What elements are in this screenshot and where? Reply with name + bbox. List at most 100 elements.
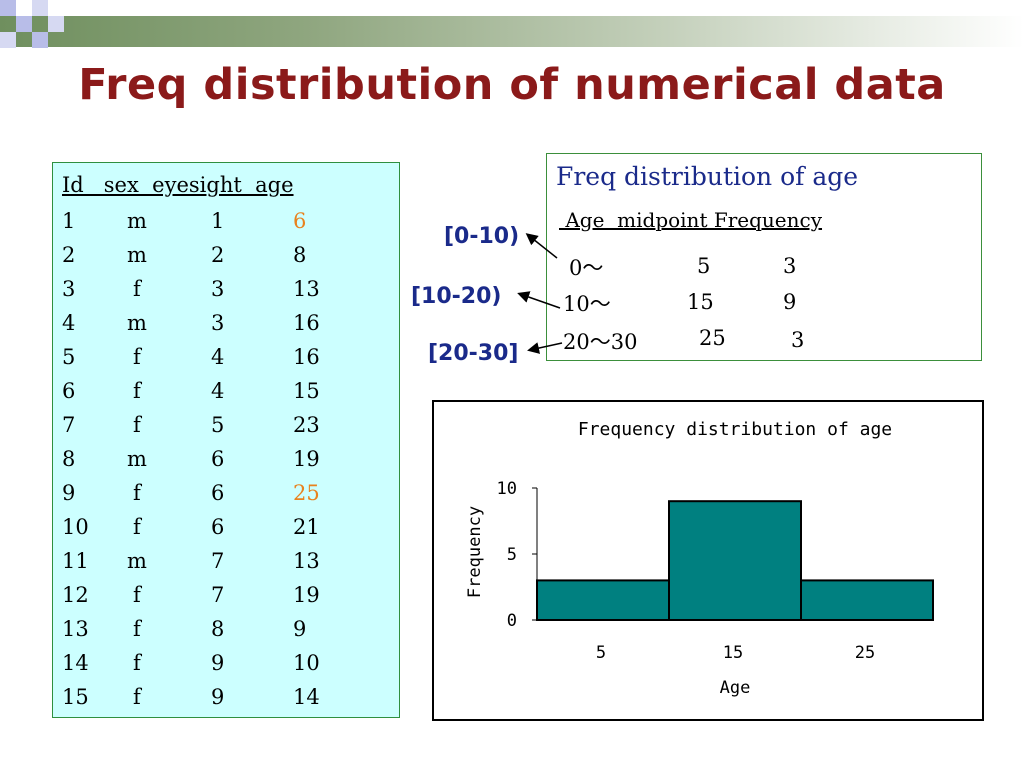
- freq-distribution-box: Freq distribution of age Age midpoint Fr…: [546, 153, 982, 361]
- table-cell-sex: f: [133, 481, 141, 505]
- header-gradient-bar: [0, 16, 1024, 47]
- table-cell-age: 10: [293, 651, 320, 675]
- interval-label-20-30: [20-30]: [428, 341, 519, 366]
- table-cell-sex: f: [133, 277, 141, 301]
- chart-svg: Frequency distribution of age Frequency …: [465, 419, 934, 698]
- table-cell-age: 23: [293, 413, 320, 437]
- table-cell-id: 11: [62, 549, 89, 573]
- table-cell-sex: f: [133, 515, 141, 539]
- table-cell-id: 12: [62, 583, 89, 607]
- decor-square: [0, 32, 16, 48]
- table-cell-eyesight: 6: [211, 447, 225, 471]
- data-table: Id sex eyesight age 1 m 1 6 2 m 2 8 3 f 3 13 4 m 3 16 5 f…: [52, 162, 400, 718]
- table-cell-eyesight: 8: [211, 617, 225, 641]
- table-cell-sex: m: [127, 549, 147, 573]
- table-cell-id: 8: [62, 447, 76, 471]
- chart-y-tick-label: 5: [507, 545, 517, 565]
- table-cell-id: 14: [62, 651, 89, 675]
- table-cell-eyesight: 4: [211, 379, 225, 403]
- interval-label-10-20: [10-20): [411, 284, 502, 309]
- table-cell-sex: m: [127, 447, 147, 471]
- freq-row-frequency: 9: [783, 290, 797, 314]
- freq-row-frequency: 3: [783, 254, 797, 278]
- histogram-chart: Frequency distribution of age Frequency …: [432, 400, 984, 721]
- chart-bar: [668, 500, 802, 621]
- interval-label-0-10: [0-10): [444, 224, 520, 249]
- table-cell-id: 3: [62, 277, 76, 301]
- freq-row-frequency: 3: [791, 328, 805, 352]
- decor-square: [32, 0, 48, 16]
- table-cell-sex: f: [133, 583, 141, 607]
- table-cell-sex: f: [133, 651, 141, 675]
- freq-row-midpoint: 25: [699, 326, 726, 350]
- table-cell-age: 16: [293, 311, 320, 335]
- freq-row-age: 20～30: [563, 330, 638, 354]
- table-cell-id: 7: [62, 413, 76, 437]
- table-cell-eyesight: 6: [211, 481, 225, 505]
- decor-square: [16, 16, 32, 32]
- table-cell-eyesight: 9: [211, 651, 225, 675]
- table-cell-eyesight: 2: [211, 243, 225, 267]
- table-cell-eyesight: 5: [211, 413, 225, 437]
- table-cell-age: 9: [293, 617, 307, 641]
- freq-row-midpoint: 5: [697, 254, 711, 278]
- decor-square: [0, 0, 16, 16]
- table-cell-sex: f: [133, 379, 141, 403]
- table-cell-age: 19: [293, 447, 320, 471]
- table-cell-sex: f: [133, 345, 141, 369]
- table-cell-age: 13: [293, 277, 320, 301]
- decor-square: [48, 16, 64, 32]
- chart-bar: [800, 579, 934, 621]
- table-cell-sex: m: [127, 311, 147, 335]
- freq-box-header: Age midpoint Frequency: [559, 208, 823, 232]
- page-title: Freq distribution of numerical data: [78, 60, 946, 110]
- chart-x-axis-label: Age: [720, 678, 751, 698]
- freq-row-age: 0～: [569, 256, 604, 280]
- table-cell-id: 2: [62, 243, 76, 267]
- decor-square: [32, 32, 48, 48]
- table-cell-age: 6: [293, 209, 307, 233]
- table-cell-sex: f: [133, 617, 141, 641]
- freq-row-age: 10～: [563, 292, 611, 316]
- table-cell-sex: f: [133, 413, 141, 437]
- table-cell-eyesight: 4: [211, 345, 225, 369]
- table-cell-eyesight: 3: [211, 277, 225, 301]
- table-cell-eyesight: 6: [211, 515, 225, 539]
- chart-x-tick-label: 15: [723, 643, 743, 663]
- chart-y-tick-label: 0: [507, 611, 517, 631]
- table-cell-id: 13: [62, 617, 89, 641]
- table-cell-id: 10: [62, 515, 89, 539]
- chart-y-tick-label: 10: [497, 479, 517, 499]
- chart-bar: [536, 579, 670, 621]
- table-cell-age: 16: [293, 345, 320, 369]
- table-cell-sex: f: [133, 685, 141, 709]
- table-header: Id sex eyesight age: [62, 173, 294, 197]
- table-cell-age: 13: [293, 549, 320, 573]
- table-cell-eyesight: 7: [211, 583, 225, 607]
- table-cell-age: 15: [293, 379, 320, 403]
- freq-row-midpoint: 15: [687, 290, 714, 314]
- table-cell-id: 4: [62, 311, 76, 335]
- table-cell-id: 1: [62, 209, 76, 233]
- table-cell-age: 21: [293, 515, 320, 539]
- table-cell-eyesight: 3: [211, 311, 225, 335]
- table-cell-id: 5: [62, 345, 76, 369]
- table-cell-id: 6: [62, 379, 76, 403]
- table-cell-sex: m: [127, 243, 147, 267]
- table-cell-age: 19: [293, 583, 320, 607]
- chart-plot-area: 0 5 10 5 15 25: [497, 479, 934, 663]
- table-cell-sex: m: [127, 209, 147, 233]
- freq-box-title: Freq distribution of age: [556, 162, 859, 191]
- chart-x-tick-label: 25: [855, 643, 875, 663]
- table-cell-eyesight: 9: [211, 685, 225, 709]
- table-cell-age: 25: [293, 481, 320, 505]
- table-cell-age: 14: [293, 685, 320, 709]
- table-cell-eyesight: 7: [211, 549, 225, 573]
- table-cell-eyesight: 1: [211, 209, 225, 233]
- table-cell-age: 8: [293, 243, 307, 267]
- chart-x-tick-label: 5: [596, 643, 606, 663]
- chart-title: Frequency distribution of age: [578, 419, 892, 440]
- chart-y-axis-label: Frequency: [465, 506, 485, 598]
- table-cell-id: 15: [62, 685, 89, 709]
- table-cell-id: 9: [62, 481, 76, 505]
